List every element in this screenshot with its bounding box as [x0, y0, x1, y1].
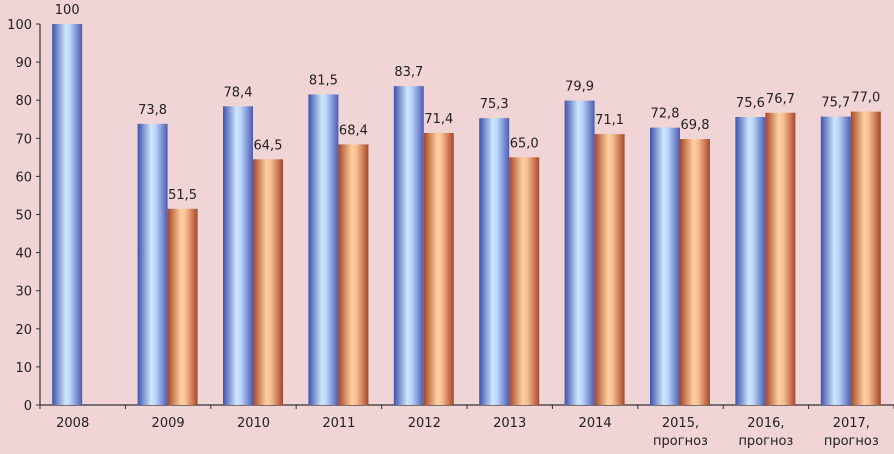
data-label: 100: [55, 3, 80, 18]
x-tick-label: 2013: [493, 416, 526, 431]
x-tick-label: 2014: [579, 416, 612, 431]
data-label: 68,4: [339, 123, 368, 138]
y-tick-label: 70: [15, 132, 32, 147]
bar-series-2: [850, 111, 881, 405]
data-label: 77,0: [851, 91, 880, 106]
data-label: 71,4: [424, 112, 453, 127]
y-tick-label: 30: [15, 285, 32, 300]
bar-series-1: [137, 123, 168, 406]
x-tick-label: 2008: [56, 416, 89, 431]
x-tick-label: 2017,: [833, 416, 870, 431]
data-label: 72,8: [651, 107, 680, 122]
data-label: 78,4: [224, 85, 253, 100]
bar-series-1: [820, 116, 851, 405]
bar-series-2: [167, 208, 198, 405]
x-tick-label: прогноз: [653, 434, 708, 449]
y-tick-label: 40: [15, 247, 32, 262]
data-label: 69,8: [681, 118, 710, 133]
x-tick-label: 2015,: [662, 416, 699, 431]
data-label: 83,7: [394, 65, 423, 80]
y-tick-label: 10: [15, 361, 32, 376]
bar-series-1: [650, 127, 680, 405]
x-tick-label: 2016,: [747, 416, 784, 431]
y-tick-label: 20: [15, 323, 32, 338]
x-tick-label: 2009: [152, 416, 185, 431]
bar-series-1: [308, 94, 339, 406]
data-label: 65,0: [510, 136, 539, 151]
x-tick-label: 2011: [322, 416, 355, 431]
data-label: 79,9: [565, 80, 594, 95]
bar-series-1: [564, 100, 595, 406]
x-tick-label: прогноз: [738, 434, 793, 449]
x-tick-label: 2012: [408, 416, 441, 431]
y-tick-label: 50: [15, 209, 32, 224]
y-tick-label: 60: [15, 170, 32, 185]
bar-series-2: [765, 112, 796, 405]
bar-series-2: [423, 132, 454, 405]
data-label: 64,5: [254, 138, 283, 153]
data-label: 51,5: [168, 188, 197, 203]
data-label: 71,1: [595, 113, 624, 128]
y-tick-label: 90: [15, 56, 32, 71]
bar-series-2: [680, 139, 710, 405]
bar-series-1: [393, 86, 424, 405]
data-label: 81,5: [309, 73, 338, 88]
data-label: 73,8: [138, 103, 167, 118]
x-tick-label: прогноз: [824, 434, 879, 449]
bar-series-1: [479, 118, 510, 406]
bar-series-1: [223, 106, 253, 406]
bar-series-2: [594, 134, 625, 405]
data-label: 75,3: [480, 97, 509, 112]
data-label: 75,6: [736, 96, 765, 111]
bar-series-2: [338, 144, 369, 405]
bar-series-1: [735, 116, 766, 406]
x-tick-label: 2010: [237, 416, 270, 431]
y-tick-label: 0: [24, 399, 32, 414]
data-label: 76,7: [766, 92, 795, 107]
bar-series-1: [52, 24, 83, 405]
bar-series-2: [509, 157, 540, 405]
bar-series-2: [253, 159, 283, 405]
y-tick-label: 80: [15, 94, 32, 109]
y-tick-label: 100: [7, 18, 32, 33]
data-label: 75,7: [821, 96, 850, 111]
